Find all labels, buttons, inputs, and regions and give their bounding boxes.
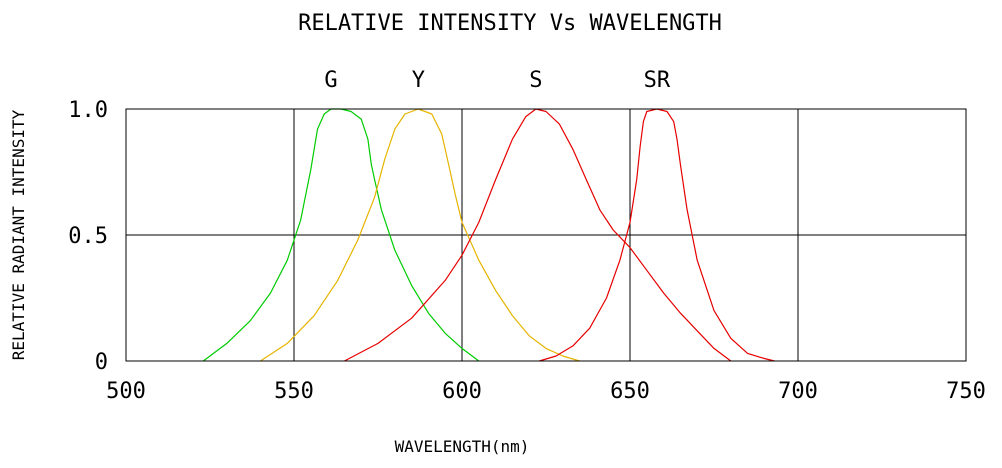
series-label-y: Y xyxy=(412,68,425,93)
x-tick-label: 500 xyxy=(106,379,146,404)
series-label-g: G xyxy=(324,68,337,93)
chart-title: RELATIVE INTENSITY Vs WAVELENGTH xyxy=(298,11,722,36)
plot-frame xyxy=(125,108,967,362)
series-label-sr: SR xyxy=(644,68,671,93)
y-tick-label: 0.5 xyxy=(68,224,108,249)
series-line-g xyxy=(202,108,480,362)
y-axis-label: RELATIVE RADIANT INTENSITY xyxy=(9,109,28,360)
series-labels: G Y S SR xyxy=(324,68,671,93)
series-label-s: S xyxy=(529,68,542,93)
grid xyxy=(126,109,966,361)
x-tick-label: 600 xyxy=(442,379,482,404)
x-tick-label: 650 xyxy=(610,379,650,404)
tick-labels: 500 550 600 650 700 750 0 0.5 1.0 xyxy=(68,98,986,404)
x-tick-label: 700 xyxy=(778,379,818,404)
y-tick-label: 0 xyxy=(95,350,108,375)
series-line-s xyxy=(344,108,732,362)
series-line-y xyxy=(260,108,580,362)
y-tick-label: 1.0 xyxy=(68,98,108,123)
x-tick-label: 750 xyxy=(946,379,986,404)
x-tick-label: 550 xyxy=(274,379,314,404)
x-axis-label: WAVELENGTH(nm) xyxy=(395,437,530,456)
